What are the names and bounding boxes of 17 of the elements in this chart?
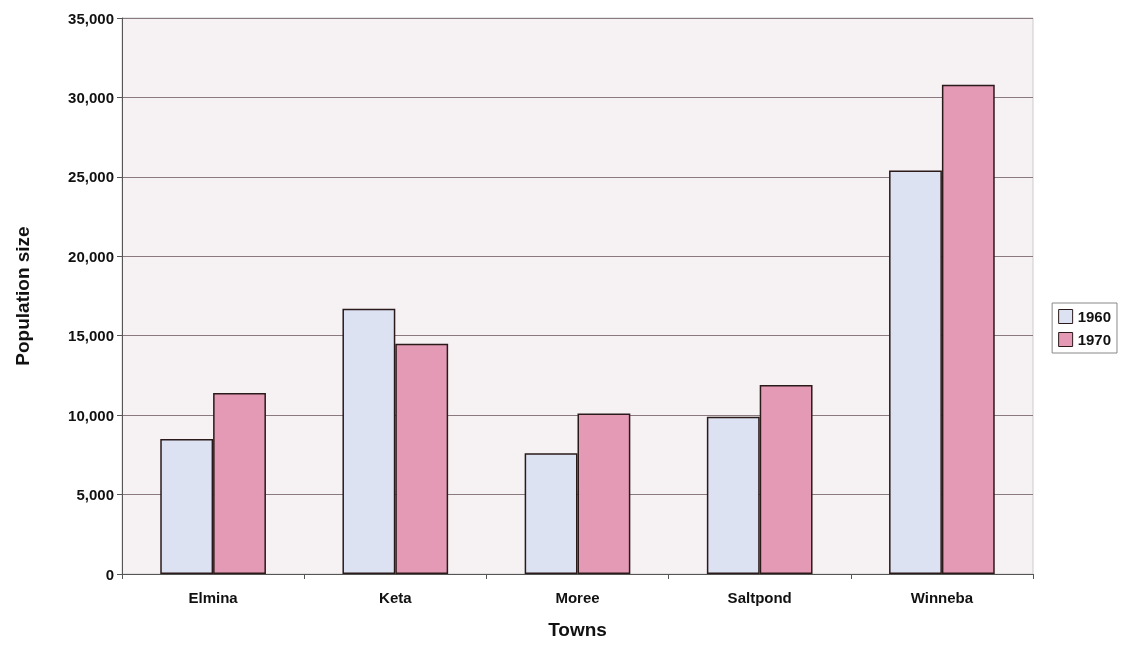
legend-label: 1970 bbox=[1077, 331, 1112, 348]
x-tick-label: Moree bbox=[555, 589, 600, 606]
y-tick-label: 5,000 bbox=[76, 486, 114, 504]
x-tick-label: Winneba bbox=[910, 589, 974, 606]
x-tick-label: Elmina bbox=[188, 589, 239, 606]
y-tick-label: 15,000 bbox=[68, 327, 114, 345]
y-tick-label: 0 bbox=[105, 565, 114, 583]
legend-label: 1960 bbox=[1077, 308, 1112, 325]
x-tick-label: Keta bbox=[379, 589, 413, 606]
y-tick-label: 30,000 bbox=[68, 88, 114, 106]
x-tick-label: Saltpond bbox=[727, 589, 792, 606]
y-tick-label: 25,000 bbox=[68, 168, 114, 186]
x-axis-title: Towns bbox=[548, 619, 607, 640]
y-tick-label: 10,000 bbox=[68, 406, 114, 424]
y-axis-title: Population size bbox=[12, 226, 33, 366]
y-tick-label: 35,000 bbox=[68, 9, 114, 27]
y-tick-label: 20,000 bbox=[68, 247, 114, 265]
